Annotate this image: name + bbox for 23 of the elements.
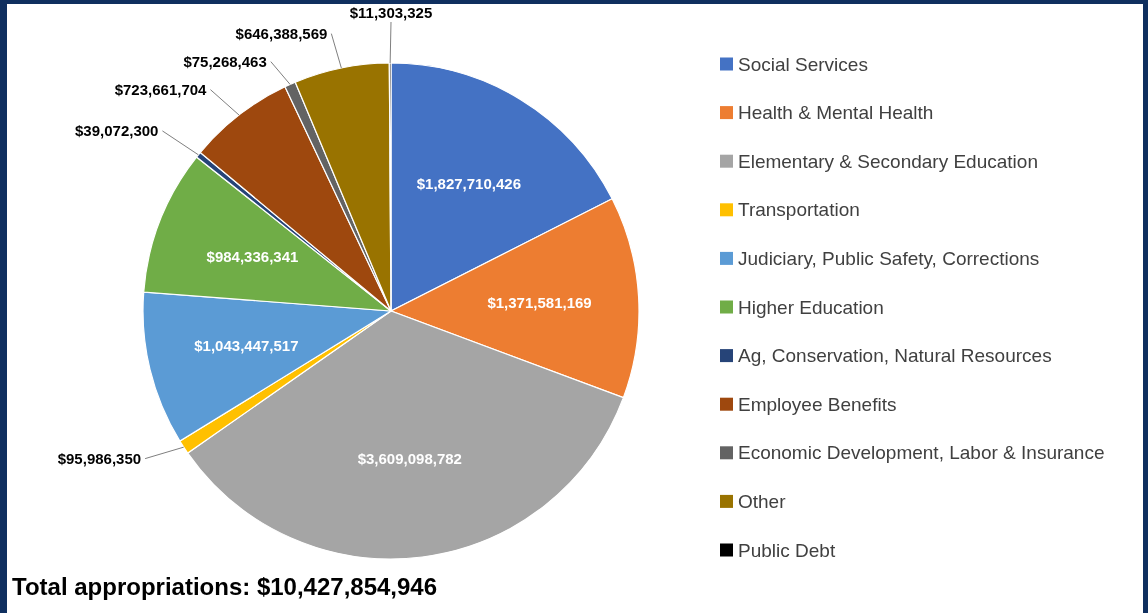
legend-label: Ag, Conservation, Natural Resources	[738, 345, 1052, 367]
legend-label: Economic Development, Labor & Insurance	[738, 442, 1105, 464]
data-label: $723,661,704	[114, 80, 208, 98]
data-label: $1,371,581,169	[487, 293, 592, 311]
legend-label: Public Debt	[738, 539, 836, 561]
text: Total appropriations: $10,427,854,946	[12, 573, 438, 600]
data-label: $646,388,569	[235, 24, 328, 42]
legend-label: Transportation	[738, 199, 860, 221]
legend-label: Health & Mental Health	[738, 102, 934, 124]
legend-label: Employee Benefits	[738, 393, 897, 415]
legend-label: Other	[738, 490, 787, 512]
data-label: $984,336,341	[206, 247, 299, 265]
data-label: $1,827,710,426	[416, 175, 521, 193]
data-label: $3,609,098,782	[357, 449, 462, 467]
data-label: $95,986,350	[57, 449, 142, 467]
legend-label: Elementary & Secondary Education	[738, 150, 1038, 172]
data-label: $1,043,447,517	[194, 337, 299, 355]
data-label: $39,072,300	[75, 121, 159, 139]
data-label: $75,268,463	[183, 52, 267, 70]
data-label: $11,303,325	[349, 4, 433, 21]
legend-label: Higher Education	[738, 296, 884, 318]
legend-label: Social Services	[738, 53, 868, 75]
legend-label: Judiciary, Public Safety, Corrections	[738, 247, 1040, 269]
